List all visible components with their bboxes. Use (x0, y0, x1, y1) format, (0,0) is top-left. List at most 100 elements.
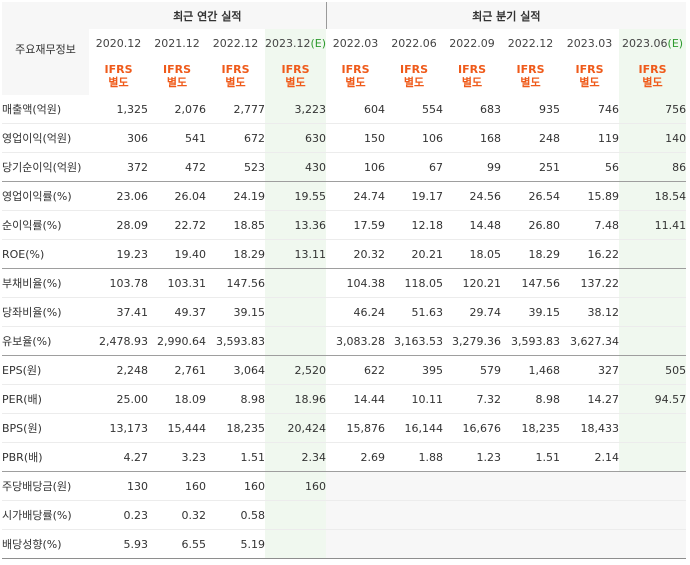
table-cell: 67 (385, 152, 444, 182)
table-cell: 604 (326, 95, 386, 124)
period-header: 2021.12 (148, 29, 206, 57)
table-cell (443, 529, 502, 559)
table-cell: 672 (206, 123, 265, 153)
standard-separate: 별도 (403, 76, 425, 89)
table-cell: 16,676 (443, 413, 502, 443)
table-cell: 14.27 (560, 384, 620, 414)
table-cell (265, 500, 327, 530)
table-cell: 15,876 (326, 413, 386, 443)
table-cell (265, 297, 327, 327)
table-cell: 505 (619, 355, 687, 385)
table-cell (326, 471, 386, 501)
table-cell: 3,627.34 (560, 326, 620, 356)
table-cell: 248 (501, 123, 561, 153)
annual-results-header: 최근 연간 실적 (89, 2, 327, 29)
table-cell: 5.19 (206, 529, 265, 559)
row-label: 부채비율(%) (2, 268, 89, 298)
table-cell: 1,468 (501, 355, 561, 385)
table-cell (385, 529, 444, 559)
table-cell: 24.56 (443, 181, 502, 211)
table-cell: 2,478.93 (89, 326, 148, 356)
table-cell: 94.57 (619, 384, 687, 414)
accounting-standard-label: IFRS 별도 (206, 57, 265, 95)
table-cell (619, 239, 687, 269)
table-cell: 18.09 (148, 384, 206, 414)
table-cell: 472 (148, 152, 206, 182)
table-cell: 1.51 (206, 442, 265, 472)
table-cell: 7.48 (560, 210, 620, 240)
table-cell: 3,593.83 (206, 326, 265, 356)
table-row: 순이익률(%) 28.09 22.72 18.85 13.36 17.59 12.18 14.… (2, 210, 687, 240)
table-cell (443, 500, 502, 530)
standard-ifrs: IFRS (575, 63, 604, 76)
period-header: 2022.06 (385, 29, 444, 57)
standard-ifrs: IFRS (400, 63, 429, 76)
accounting-standard-label: IFRS 별도 (501, 57, 561, 95)
table-cell: 0.32 (148, 500, 206, 530)
table-cell: 18.96 (265, 384, 327, 414)
table-cell: 13,173 (89, 413, 148, 443)
table-cell: 3,083.28 (326, 326, 386, 356)
table-cell (326, 500, 386, 530)
table-row: EPS(원) 2,248 2,761 3,064 2,520 622 395 579 1,468… (2, 355, 687, 385)
table-cell (443, 471, 502, 501)
table-cell: 395 (385, 355, 444, 385)
accounting-standard-label: IFRS 별도 (385, 57, 444, 95)
table-cell: 327 (560, 355, 620, 385)
table-cell: 39.15 (206, 297, 265, 327)
table-cell: 15.89 (560, 181, 620, 211)
standard-separate: 별도 (461, 76, 483, 89)
table-cell (619, 442, 687, 472)
table-cell: 2.69 (326, 442, 386, 472)
table-cell: 3.23 (148, 442, 206, 472)
table-cell: 106 (385, 123, 444, 153)
table-cell: 160 (206, 471, 265, 501)
table-row: 주당배당금(원) 130 160 160 160 (2, 471, 687, 501)
standard-ifrs: IFRS (638, 63, 667, 76)
table-cell: 2,777 (206, 95, 265, 124)
table-cell (619, 413, 687, 443)
table-cell: 20.21 (385, 239, 444, 269)
table-cell: 15,444 (148, 413, 206, 443)
table-cell: 118.05 (385, 268, 444, 298)
table-cell: 51.63 (385, 297, 444, 327)
table-cell: 19.23 (89, 239, 148, 269)
period-header: 2022.12 (206, 29, 265, 57)
standard-separate: 별도 (642, 76, 663, 89)
table-row: 당좌비율(%) 37.41 49.37 39.15 46.24 51.63 29.74 39.… (2, 297, 687, 327)
table-cell (265, 326, 327, 356)
table-cell: 579 (443, 355, 502, 385)
standard-ifrs: IFRS (104, 63, 133, 76)
table-cell: 3,593.83 (501, 326, 561, 356)
estimate-mark: (E) (667, 36, 684, 50)
table-cell: 8.98 (206, 384, 265, 414)
table-cell: 746 (560, 95, 620, 124)
table-row: 배당성향(%) 5.93 6.55 5.19 (2, 529, 687, 559)
table-cell: 6.55 (148, 529, 206, 559)
table-cell: 38.12 (560, 297, 620, 327)
standard-ifrs: IFRS (163, 63, 191, 76)
financial-summary-table: 주요재무정보 최근 연간 실적 최근 분기 실적 2020.12 2021.12… (2, 2, 687, 559)
table-cell: 106 (326, 152, 386, 182)
standard-separate: 별도 (166, 76, 188, 89)
table-cell (385, 500, 444, 530)
table-cell: 372 (89, 152, 148, 182)
table-cell: 541 (148, 123, 206, 153)
table-cell: 25.00 (89, 384, 148, 414)
table-cell: 19.40 (148, 239, 206, 269)
table-cell: 2.14 (560, 442, 620, 472)
standard-ifrs: IFRS (281, 63, 310, 76)
table-cell: 2,761 (148, 355, 206, 385)
accounting-standard-label: IFRS 별도 (443, 57, 502, 95)
table-cell: 3,223 (265, 95, 327, 124)
estimate-mark: (E) (310, 36, 327, 50)
row-label: 유보율(%) (2, 326, 89, 356)
table-row: 시가배당률(%) 0.23 0.32 0.58 (2, 500, 687, 530)
table-cell: 2,990.64 (148, 326, 206, 356)
table-cell: 523 (206, 152, 265, 182)
table-row: PER(배) 25.00 18.09 8.98 18.96 14.44 10.11 7.32 8… (2, 384, 687, 414)
row-label: PBR(배) (2, 442, 89, 472)
standard-ifrs: IFRS (516, 63, 545, 76)
table-cell (619, 500, 687, 530)
table-cell: 18.54 (619, 181, 687, 211)
